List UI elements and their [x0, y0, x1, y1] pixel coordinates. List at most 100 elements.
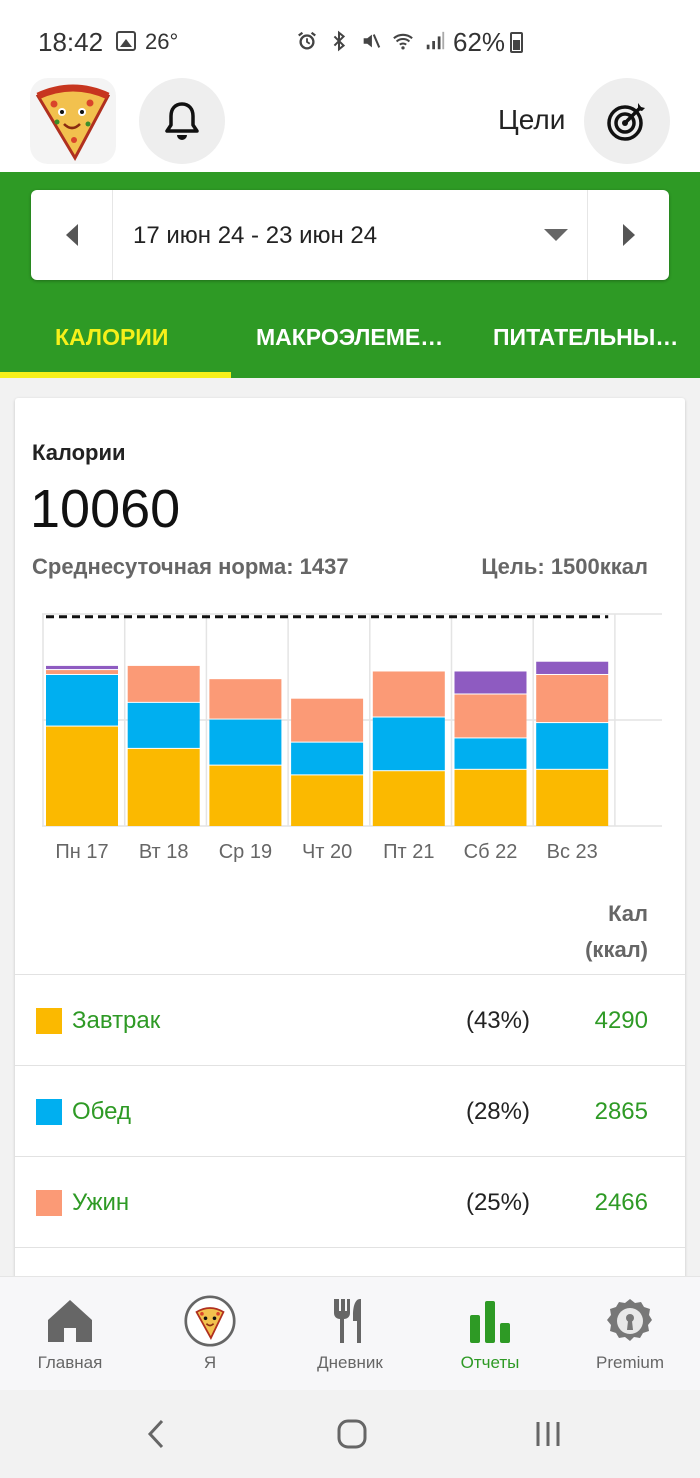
chart-bar-segment: [46, 674, 118, 726]
system-home-button[interactable]: [322, 1410, 382, 1458]
nav-home-label: Главная: [37, 1353, 103, 1372]
meal-row-dinner[interactable]: Ужин (25%) 2466: [15, 1157, 685, 1248]
meal-row-breakfast[interactable]: Завтрак (43%) 4290: [15, 975, 685, 1066]
status-icons: [296, 30, 446, 52]
goals-button[interactable]: [584, 78, 670, 164]
meal-name[interactable]: Обед: [72, 1098, 131, 1125]
chart-x-tick-label: Пт 21: [383, 841, 434, 863]
profile-avatar-icon: [184, 1295, 236, 1347]
previous-week-button[interactable]: [31, 190, 113, 280]
bar-chart-icon: [464, 1295, 516, 1347]
battery-percent: 62%: [453, 27, 506, 57]
signal-icon: [426, 31, 445, 50]
breakfast-color-swatch: [36, 1008, 62, 1034]
meal-percent: (28%): [465, 1098, 530, 1125]
dropdown-caret-icon[interactable]: [544, 229, 568, 241]
tab-macros[interactable]: МАКРОЭЛЕМЕНТЫ: [256, 324, 448, 350]
chart-bar-segment: [127, 665, 200, 702]
chart-bar-segment: [536, 723, 609, 769]
chevron-left-icon: [65, 224, 78, 246]
meal-name[interactable]: Ужин: [72, 1189, 130, 1216]
notifications-button[interactable]: [139, 78, 225, 164]
mute-icon: [363, 34, 381, 48]
pizza-slice-icon: [35, 84, 111, 162]
meal-percent: (25%): [465, 1189, 530, 1216]
pizza-avatar-icon[interactable]: [30, 78, 116, 164]
tab-nutrients[interactable]: ПИТАТЕЛЬНЫЕ ВЕЩЕСТВА: [493, 324, 693, 350]
home-square-icon: [337, 1419, 367, 1449]
next-week-button[interactable]: [587, 190, 669, 280]
chart-x-tick-label: Ср 19: [219, 841, 272, 863]
date-range-picker[interactable]: 17 июн 24 - 23 июн 24: [31, 190, 669, 280]
system-recents-button[interactable]: [518, 1410, 578, 1458]
chart-bar-segment: [454, 738, 527, 769]
nav-premium[interactable]: Premium: [560, 1277, 700, 1391]
nav-home[interactable]: Главная: [0, 1277, 140, 1391]
chart-bar-segment: [127, 748, 200, 826]
status-temperature: 26°: [145, 29, 179, 54]
chart-bar-segment: [291, 742, 364, 775]
system-navigation-bar: [0, 1390, 700, 1478]
chart-x-tick-label: Чт 20: [302, 841, 352, 863]
chart-bar-segment: [291, 698, 364, 742]
daily-average: Среднесуточная норма: 1437: [32, 554, 349, 579]
meal-row-lunch[interactable]: Обед (28%) 2865: [15, 1066, 685, 1157]
meal-calories: 4290: [594, 1007, 648, 1034]
chart-bar-segment: [291, 775, 364, 826]
column-header-kcal: (ккал): [585, 937, 648, 962]
chart-bar-segment: [454, 769, 527, 826]
nav-reports-label: Отчеты: [460, 1353, 520, 1372]
chart-bar-segment: [372, 671, 445, 717]
date-range-label[interactable]: 17 июн 24 - 23 июн 24: [133, 222, 378, 249]
bluetooth-icon: [333, 30, 346, 52]
calories-card: Калории 10060 Среднесуточная норма: 1437…: [15, 398, 685, 1298]
chart-bar-segment: [46, 726, 118, 826]
chart-bar-segment: [372, 771, 445, 826]
recents-icon: [536, 1422, 560, 1446]
chart-bar-segment: [209, 765, 282, 826]
system-back-button[interactable]: [126, 1410, 186, 1458]
back-chevron-icon: [147, 1419, 164, 1449]
chart-x-tick-label: Вт 18: [139, 841, 189, 863]
calories-column-header: Кал (ккал): [585, 896, 648, 968]
chart-bar-segment: [46, 665, 118, 670]
meal-percent: (43%): [465, 1007, 530, 1034]
chart-bar-segment: [454, 671, 527, 694]
battery-icon: [510, 32, 523, 53]
lunch-color-swatch: [36, 1099, 62, 1125]
bell-icon: [165, 102, 199, 140]
chart-bar-segment: [372, 717, 445, 771]
nav-diary-label: Дневник: [317, 1353, 383, 1372]
chart-bar-segment: [209, 719, 282, 765]
meal-calories: 2865: [594, 1098, 648, 1125]
chart-x-tick-label: Вс 23: [547, 841, 598, 863]
wifi-icon: [393, 33, 413, 50]
chart-bar-segment: [536, 674, 609, 723]
chart-bar-segment: [454, 694, 527, 738]
bottom-navigation: Главная Я Дневник: [0, 1276, 700, 1390]
fork-knife-icon: [324, 1295, 376, 1347]
chart-x-tick-label: Сб 22: [464, 841, 518, 863]
chart-bar-segment: [209, 679, 282, 719]
report-tabs: КАЛОРИИ МАКРОЭЛЕМЕНТЫ ПИТАТЕЛЬНЫЕ ВЕЩЕСТ…: [0, 298, 700, 378]
status-bar: 18:42 26° 62%: [0, 0, 700, 80]
goals-label[interactable]: Цели: [498, 104, 566, 135]
chart-bar-segment: [127, 702, 200, 748]
chart-x-tick-label: Пн 17: [55, 841, 108, 863]
nav-premium-label: Premium: [595, 1353, 664, 1372]
target-icon: [607, 103, 645, 141]
active-tab-indicator: [0, 372, 231, 378]
meal-calories: 2466: [594, 1189, 648, 1216]
nav-me[interactable]: Я: [140, 1277, 280, 1391]
meal-name[interactable]: Завтрак: [72, 1007, 161, 1034]
nav-reports[interactable]: Отчеты: [420, 1277, 560, 1391]
nav-diary[interactable]: Дневник: [280, 1277, 420, 1391]
divider: [15, 974, 685, 975]
nav-me-label: Я: [203, 1353, 217, 1372]
chart-bar-segment: [536, 661, 609, 674]
total-calories: 10060: [30, 479, 181, 539]
gallery-notification-icon: [116, 31, 136, 51]
calories-bar-chart: Пн 17 Вт 18 Ср 19 Чт 20 Пт 21 Сб 22 Вс 23: [42, 613, 662, 863]
calorie-goal: Цель: 1500ккал: [481, 554, 648, 579]
tab-calories[interactable]: КАЛОРИИ: [55, 324, 169, 350]
